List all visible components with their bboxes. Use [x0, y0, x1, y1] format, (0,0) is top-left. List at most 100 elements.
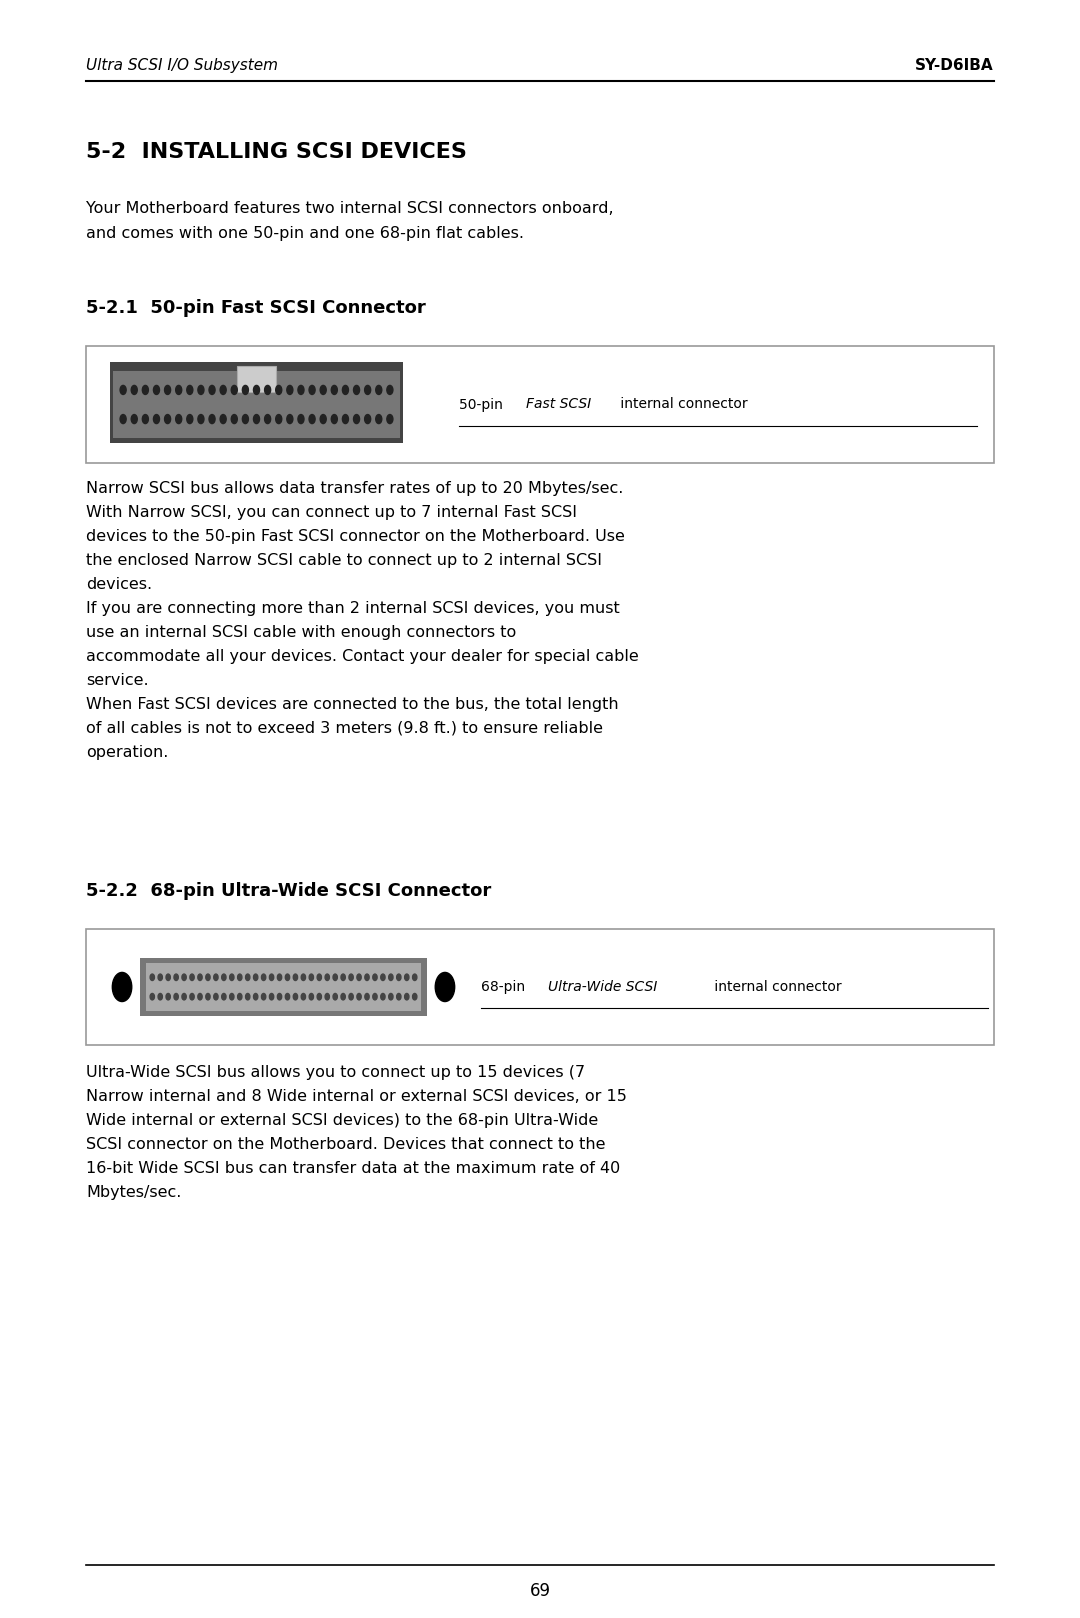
Text: SY-D6IBA: SY-D6IBA	[915, 58, 994, 73]
Circle shape	[269, 993, 273, 1000]
Circle shape	[373, 974, 377, 981]
Circle shape	[287, 385, 293, 395]
Circle shape	[181, 974, 186, 981]
Circle shape	[309, 993, 313, 1000]
Circle shape	[150, 993, 154, 1000]
Circle shape	[214, 993, 218, 1000]
Circle shape	[294, 993, 298, 1000]
Circle shape	[365, 414, 370, 424]
Circle shape	[214, 974, 218, 981]
Circle shape	[153, 414, 160, 424]
Circle shape	[405, 993, 409, 1000]
Circle shape	[143, 385, 148, 395]
Circle shape	[221, 993, 226, 1000]
Circle shape	[376, 385, 382, 395]
Circle shape	[373, 993, 377, 1000]
Circle shape	[301, 974, 306, 981]
Circle shape	[120, 414, 126, 424]
Circle shape	[298, 385, 303, 395]
Circle shape	[158, 993, 162, 1000]
Circle shape	[333, 974, 337, 981]
Circle shape	[198, 385, 204, 395]
Circle shape	[389, 974, 393, 981]
Bar	[146, 963, 421, 1011]
Text: 5-2  INSTALLING SCSI DEVICES: 5-2 INSTALLING SCSI DEVICES	[86, 142, 468, 162]
Circle shape	[413, 993, 417, 1000]
Circle shape	[164, 414, 171, 424]
Text: 69: 69	[529, 1582, 551, 1600]
Circle shape	[275, 385, 282, 395]
Circle shape	[365, 974, 369, 981]
Circle shape	[353, 385, 360, 395]
Circle shape	[381, 974, 386, 981]
Circle shape	[261, 974, 266, 981]
Circle shape	[265, 414, 271, 424]
Text: 68-pin: 68-pin	[481, 981, 529, 993]
Circle shape	[254, 385, 259, 395]
Circle shape	[166, 993, 171, 1000]
Circle shape	[341, 993, 346, 1000]
Bar	[110, 362, 403, 443]
Circle shape	[320, 385, 326, 395]
Circle shape	[365, 385, 370, 395]
Circle shape	[376, 414, 382, 424]
Circle shape	[278, 974, 282, 981]
Text: internal connector: internal connector	[616, 398, 747, 411]
Circle shape	[153, 385, 160, 395]
Circle shape	[275, 414, 282, 424]
Circle shape	[164, 385, 171, 395]
Circle shape	[396, 993, 401, 1000]
Circle shape	[198, 414, 204, 424]
Text: Your Motherboard features two internal SCSI connectors onboard,
and comes with o: Your Motherboard features two internal S…	[86, 201, 615, 241]
Circle shape	[318, 993, 322, 1000]
Circle shape	[320, 414, 326, 424]
Circle shape	[230, 974, 234, 981]
Circle shape	[298, 414, 303, 424]
Text: Ultra SCSI I/O Subsystem: Ultra SCSI I/O Subsystem	[86, 58, 279, 73]
Circle shape	[206, 993, 211, 1000]
Circle shape	[131, 385, 137, 395]
Circle shape	[261, 993, 266, 1000]
Circle shape	[333, 993, 337, 1000]
Circle shape	[387, 385, 393, 395]
Text: Ultra-Wide SCSI bus allows you to connect up to 15 devices (7
Narrow internal an: Ultra-Wide SCSI bus allows you to connec…	[86, 1065, 627, 1199]
Circle shape	[309, 974, 313, 981]
Text: Ultra-Wide SCSI: Ultra-Wide SCSI	[548, 981, 657, 993]
Circle shape	[112, 972, 132, 1002]
Circle shape	[220, 385, 226, 395]
Circle shape	[187, 414, 193, 424]
Circle shape	[174, 974, 178, 981]
Circle shape	[176, 414, 181, 424]
Circle shape	[231, 385, 238, 395]
Circle shape	[365, 993, 369, 1000]
Circle shape	[198, 993, 202, 1000]
Circle shape	[254, 414, 259, 424]
Circle shape	[285, 974, 289, 981]
Circle shape	[231, 414, 238, 424]
Circle shape	[309, 385, 315, 395]
Circle shape	[405, 974, 409, 981]
Circle shape	[238, 974, 242, 981]
Circle shape	[301, 993, 306, 1000]
Circle shape	[325, 974, 329, 981]
Circle shape	[187, 385, 193, 395]
Text: Fast SCSI: Fast SCSI	[526, 398, 591, 411]
Circle shape	[332, 414, 337, 424]
Circle shape	[435, 972, 455, 1002]
Circle shape	[210, 414, 215, 424]
Circle shape	[190, 993, 194, 1000]
Circle shape	[210, 385, 215, 395]
Bar	[113, 371, 400, 438]
Circle shape	[181, 993, 186, 1000]
Circle shape	[176, 385, 181, 395]
Circle shape	[356, 993, 361, 1000]
Text: 5-2.2  68-pin Ultra-Wide SCSI Connector: 5-2.2 68-pin Ultra-Wide SCSI Connector	[86, 882, 491, 900]
Circle shape	[341, 974, 346, 981]
Circle shape	[413, 974, 417, 981]
FancyBboxPatch shape	[86, 929, 994, 1045]
Bar	[140, 958, 427, 1016]
Circle shape	[389, 993, 393, 1000]
Circle shape	[278, 993, 282, 1000]
Circle shape	[356, 974, 361, 981]
Circle shape	[349, 993, 353, 1000]
